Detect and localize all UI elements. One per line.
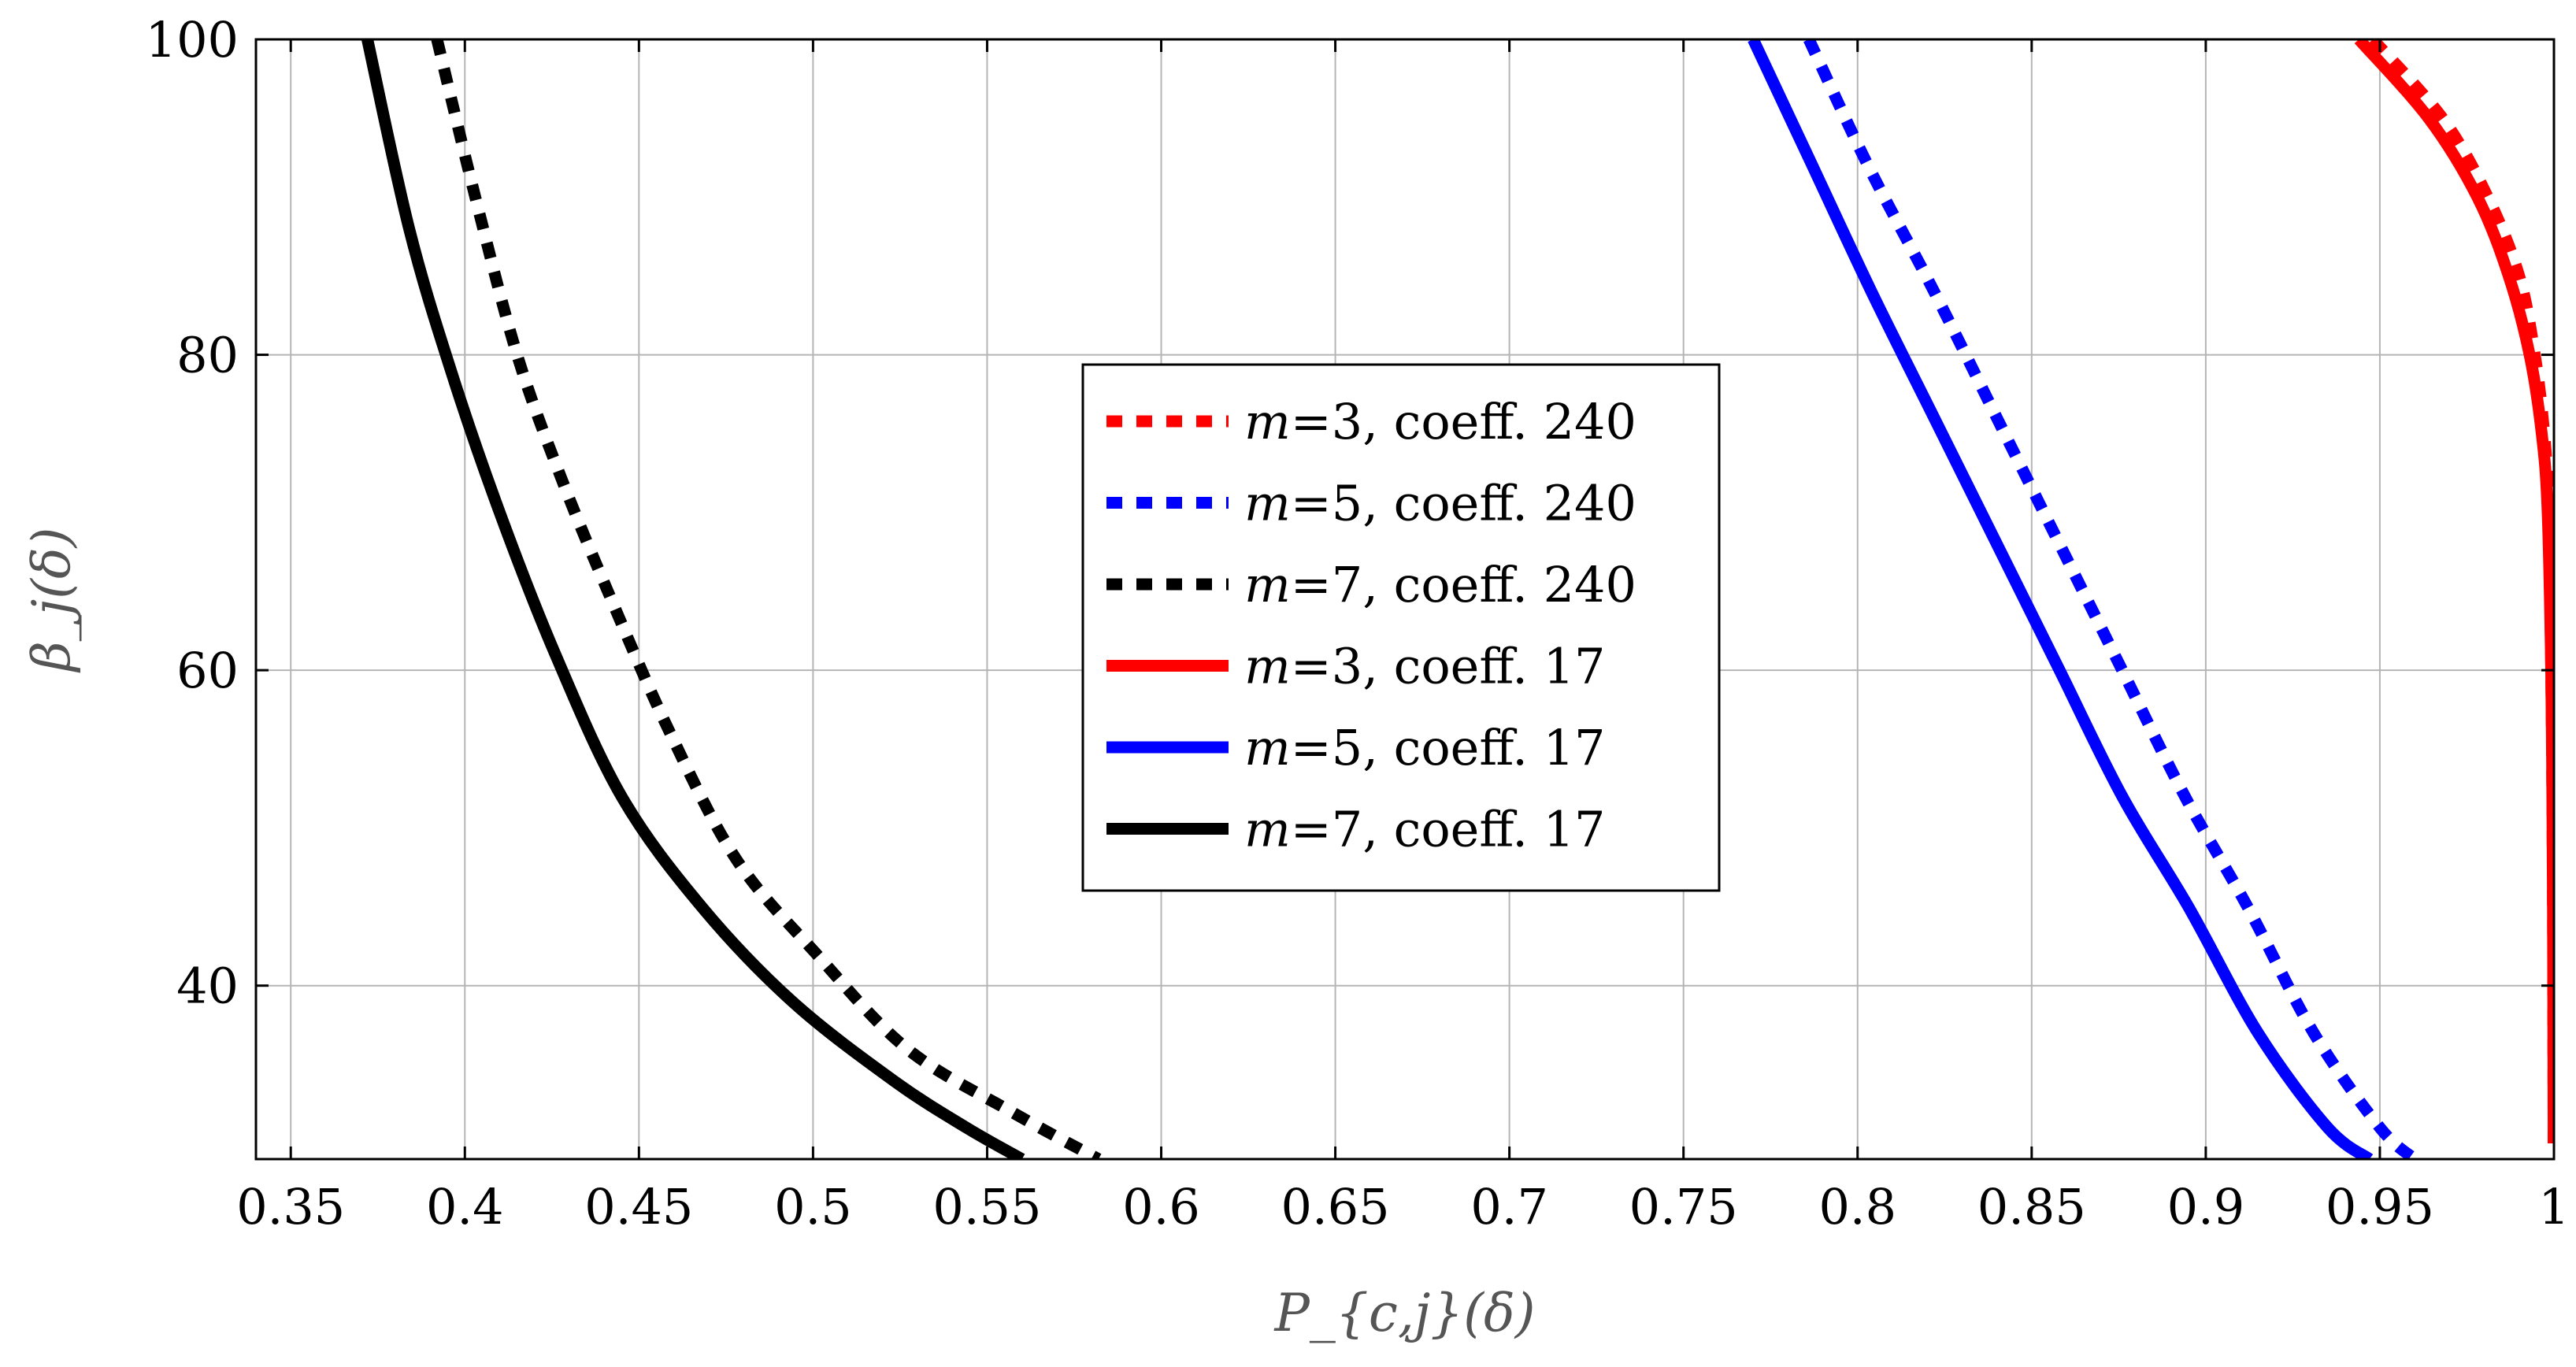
y-tick-label: 80 [176,327,239,384]
legend-entry: m=3, coeff. 240 [1106,393,1636,450]
legend-label: m=3, coeff. 17 [1244,638,1606,695]
y-axis-label: β_j(δ) [21,528,82,674]
x-tick-label: 0.6 [1122,1178,1200,1235]
x-tick-label: 0.9 [2167,1178,2245,1235]
legend-label-variable: m [1244,393,1291,450]
x-tick-label: 0.8 [1818,1178,1896,1235]
ticks: 0.35 0.4 0.45 0.5 0.55 0.6 0.65 0.7 0.75 0.8 0.85 0… [146,11,2570,1235]
x-tick-label: 0.35 [236,1178,345,1235]
x-tick-label: 1 [2538,1178,2569,1235]
x-tick-label: 0.4 [426,1178,504,1235]
x-tick-label: 0.55 [932,1178,1041,1235]
legend-label-text: =7, coeff. 17 [1291,801,1606,858]
legend-label-variable: m [1244,801,1291,858]
legend-label-text: =3, coeff. 240 [1291,393,1636,450]
legend-entry: m=5, coeff. 240 [1106,475,1636,532]
legend-box [1081,363,1721,892]
legend-label: m=5, coeff. 240 [1244,475,1636,532]
series-line-2 [1803,39,2419,1159]
x-tick-label: 0.7 [1470,1178,1548,1235]
legend-label: m=3, coeff. 240 [1244,393,1636,450]
legend-entry: m=7, coeff. 240 [1106,556,1636,613]
y-tick-label: 60 [176,642,239,699]
legend-label-variable: m [1244,719,1291,776]
legend-label-text: =7, coeff. 240 [1291,556,1636,613]
y-tick-label: 40 [176,958,239,1015]
legend-label-variable: m [1244,556,1291,613]
legend-label: m=5, coeff. 17 [1244,719,1606,776]
x-axis-label: P_{c,j}(δ) [1273,1283,1535,1343]
plot-frame [254,38,2556,1161]
y-tick-label: 100 [146,11,239,69]
series-line-4 [2354,39,2554,1144]
x-tick-label: 0.45 [584,1178,693,1235]
legend-label: m=7, coeff. 17 [1244,801,1606,858]
series-line-3 [431,39,1102,1159]
legend-label-variable: m [1244,475,1291,532]
legend-label-text: =5, coeff. 17 [1291,719,1606,776]
x-tick-label: 0.85 [1977,1178,2086,1235]
legend-label-variable: m [1244,638,1291,695]
series-line-6 [361,39,1025,1159]
legend-label-text: =3, coeff. 17 [1291,638,1606,695]
x-tick-label: 0.95 [2326,1178,2434,1235]
legend-entry: m=7, coeff. 17 [1106,801,1606,858]
x-tick-label: 0.65 [1281,1178,1390,1235]
legend-label: m=7, coeff. 240 [1244,556,1636,613]
series-line-1 [2368,39,2554,1144]
x-tick-label: 0.75 [1629,1178,1738,1235]
legend-label-text: =5, coeff. 240 [1291,475,1636,532]
x-tick-label: 0.5 [774,1178,852,1235]
series-line-5 [1748,39,2374,1159]
legend-entry: m=5, coeff. 17 [1106,719,1606,776]
legend-entry: m=3, coeff. 17 [1106,638,1606,695]
